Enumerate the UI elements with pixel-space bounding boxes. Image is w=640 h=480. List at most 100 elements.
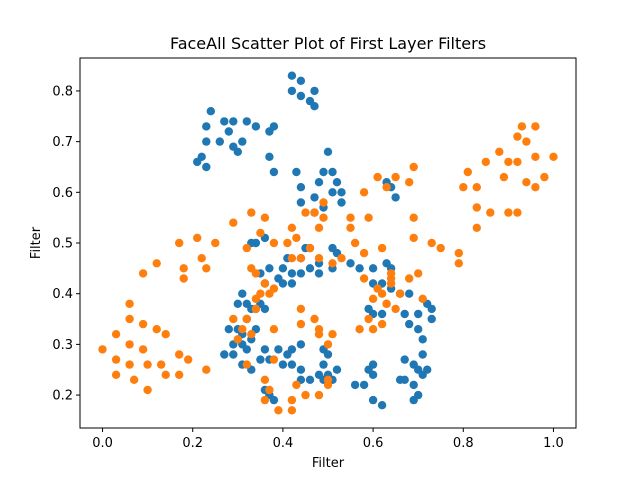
series-2-point: [260, 375, 270, 384]
series-2-point: [486, 208, 495, 217]
x-axis-label: Filter: [312, 456, 345, 471]
series-1-point: [265, 127, 274, 136]
series-1-point: [242, 345, 251, 354]
series-2-point: [319, 213, 328, 222]
series-2-point: [274, 406, 283, 415]
series-2-point: [138, 345, 148, 354]
series-2-point: [179, 264, 188, 273]
series-2-point: [522, 137, 531, 146]
series-1-point: [414, 325, 423, 334]
series-2-point: [328, 330, 337, 339]
series-2-point: [459, 183, 468, 192]
data-points: [98, 71, 558, 415]
series-2-point: [265, 385, 274, 395]
series-1-point: [427, 314, 436, 324]
series-2-point: [269, 325, 279, 334]
series-2-point: [540, 172, 549, 182]
series-1-point: [251, 122, 261, 131]
series-2-point: [296, 304, 306, 314]
series-1-point: [296, 183, 306, 192]
series-2-point: [179, 274, 188, 283]
series-1-point: [350, 380, 360, 390]
series-1-point: [283, 350, 292, 359]
series-2-point: [454, 259, 463, 268]
series-1-point: [278, 360, 288, 369]
series-2-point: [513, 157, 522, 167]
series-2-point: [292, 380, 301, 390]
series-2-point: [364, 314, 373, 324]
series-2-point: [382, 299, 391, 308]
series-2-point: [247, 330, 256, 339]
series-2-point: [314, 254, 324, 263]
series-2-point: [472, 183, 481, 192]
series-2-point: [495, 147, 504, 156]
series-2-point: [269, 355, 279, 364]
series-1-point: [310, 193, 319, 202]
series-1-point: [278, 279, 288, 288]
series-2-point: [314, 223, 324, 232]
y-tick-label: 0.8: [52, 84, 73, 99]
series-1-point: [296, 76, 306, 86]
y-axis-label: Filter: [29, 226, 44, 259]
series-2-point: [260, 279, 270, 288]
series-2-point: [247, 208, 256, 217]
series-2-point: [368, 294, 378, 303]
series-1-point: [269, 167, 279, 177]
series-1-point: [260, 345, 270, 354]
series-2-point: [256, 289, 265, 298]
series-2-point: [310, 314, 319, 324]
series-2-point: [229, 314, 238, 324]
y-tick-label: 0.2: [52, 389, 73, 404]
series-2-point: [269, 284, 279, 293]
series-2-point: [175, 350, 184, 359]
series-2-point: [314, 390, 324, 400]
series-1-point: [400, 309, 409, 319]
series-2-point: [184, 355, 193, 364]
series-1-point: [220, 350, 229, 359]
series-2-point: [377, 319, 387, 329]
series-2-point: [409, 233, 418, 243]
series-2-point: [454, 248, 463, 258]
series-1-point: [314, 269, 324, 278]
y-tick-label: 0.7: [52, 135, 73, 150]
series-2-point: [337, 254, 346, 263]
series-2-point: [111, 370, 121, 379]
series-2-point: [138, 319, 148, 329]
series-2-point: [522, 178, 531, 187]
series-2-point: [301, 208, 310, 217]
x-tick-label: 0.6: [363, 436, 384, 451]
series-2-point: [359, 188, 369, 197]
series-2-point: [193, 233, 202, 243]
series-2-point: [301, 390, 310, 400]
series-2-point: [251, 269, 261, 278]
series-1-point: [319, 360, 328, 369]
x-tick-label: 0.8: [453, 436, 474, 451]
series-1-point: [233, 299, 242, 308]
series-1-point: [251, 238, 261, 248]
series-2-point: [414, 269, 423, 278]
series-2-point: [504, 208, 513, 217]
series-1-point: [269, 395, 279, 405]
series-1-point: [224, 127, 233, 136]
series-2-point: [355, 325, 364, 334]
series-1-point: [377, 401, 387, 410]
series-1-point: [414, 309, 423, 319]
x-tick-label: 0.2: [182, 436, 203, 451]
series-1-point: [328, 167, 337, 177]
series-1-point: [296, 91, 306, 101]
series-2-point: [364, 213, 373, 222]
series-2-point: [161, 330, 170, 339]
series-2-point: [143, 360, 152, 369]
series-2-point: [125, 340, 134, 349]
series-1-point: [418, 350, 427, 359]
series-1-point: [310, 102, 319, 111]
series-1-point: [414, 390, 423, 400]
series-1-point: [274, 345, 283, 354]
series-1-point: [220, 117, 229, 126]
series-2-point: [242, 314, 251, 324]
series-2-point: [346, 223, 355, 232]
series-2-point: [531, 122, 540, 131]
series-2-point: [472, 223, 481, 232]
series-1-point: [314, 178, 324, 187]
series-1-point: [233, 147, 242, 156]
